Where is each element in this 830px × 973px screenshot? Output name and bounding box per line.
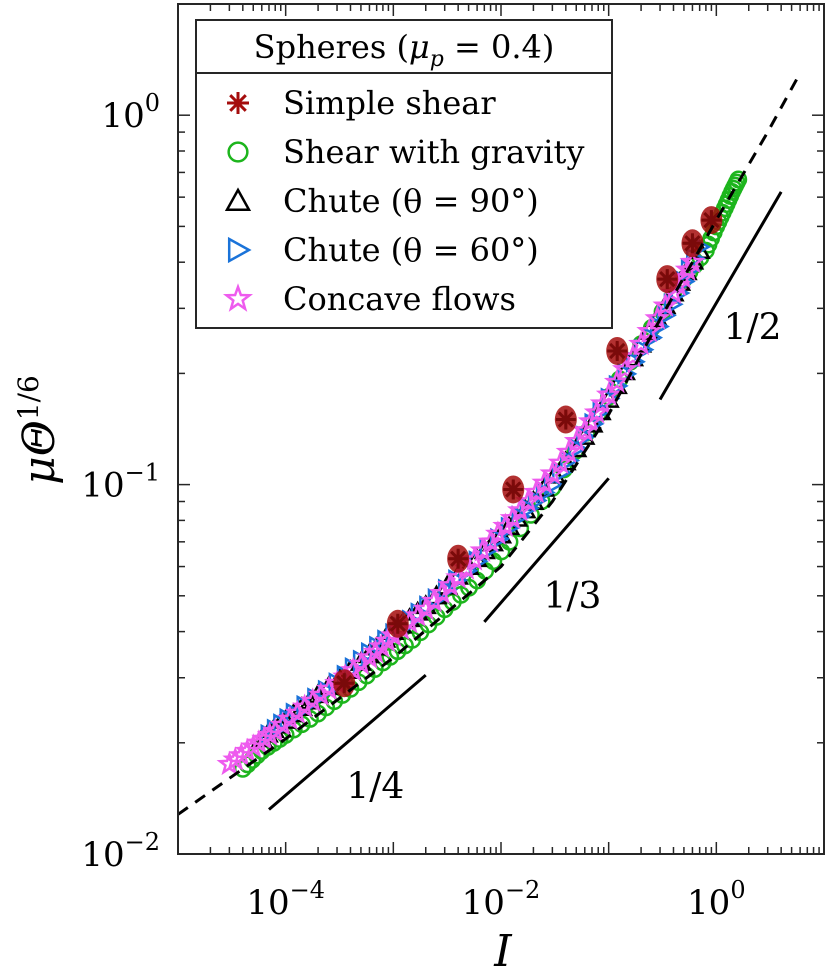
data-point bbox=[334, 673, 355, 694]
legend-title: Spheres (μp = 0.4) bbox=[254, 28, 555, 72]
slope-guide-line bbox=[268, 673, 427, 811]
data-point bbox=[539, 460, 566, 485]
data-point bbox=[503, 479, 524, 500]
legend-marker bbox=[227, 236, 252, 264]
slope-label: 1/3 bbox=[544, 576, 602, 617]
legend-entry: Simple shear bbox=[227, 84, 496, 122]
y-axis-label: μΘ1/6 bbox=[12, 375, 65, 485]
legend-marker bbox=[224, 187, 252, 212]
legend-label: Concave flows bbox=[283, 280, 516, 318]
slope-labels: 1/4 1/3 1/2 bbox=[346, 308, 781, 808]
plot-area bbox=[179, 72, 802, 816]
slope-guides bbox=[268, 191, 783, 811]
data-point bbox=[563, 427, 590, 453]
legend-box bbox=[195, 19, 613, 329]
x-axis-label: I bbox=[493, 926, 513, 973]
data-point bbox=[607, 340, 628, 361]
legend-entry: Chute (θ = 60°) bbox=[227, 231, 539, 269]
x-tick-label: 10−2 bbox=[462, 876, 541, 923]
legend-entries: Simple shear Shear with gravity Chute (θ =… bbox=[222, 84, 584, 318]
legend-label: Shear with gravity bbox=[283, 133, 584, 171]
data-point bbox=[679, 248, 706, 274]
tick-labels: 10−4 10−2 100 10−2 10−1 100 bbox=[81, 89, 745, 923]
y-axis-label-exponent: 1/6 bbox=[12, 375, 45, 420]
data-point bbox=[611, 355, 638, 381]
data-point bbox=[595, 381, 622, 406]
fit-curve-group bbox=[179, 72, 802, 816]
legend-marker bbox=[227, 92, 249, 114]
data-point bbox=[448, 548, 469, 569]
slope-label: 1/4 bbox=[346, 766, 404, 807]
data-point bbox=[547, 449, 574, 475]
y-tick-label: 10−1 bbox=[81, 459, 160, 506]
slope-label: 1/2 bbox=[724, 308, 782, 349]
data-point bbox=[729, 170, 748, 189]
y-tick-label: 10−2 bbox=[81, 828, 160, 875]
axis-ticks bbox=[177, 3, 825, 855]
legend-label: Chute (θ = 90°) bbox=[283, 182, 539, 220]
data-point bbox=[636, 317, 663, 343]
legend-label: Chute (θ = 60°) bbox=[283, 231, 539, 269]
data-point bbox=[291, 693, 318, 718]
data-point bbox=[479, 538, 500, 562]
svg-text:μΘ1/6: μΘ1/6 bbox=[12, 375, 65, 485]
data-point bbox=[387, 613, 408, 634]
fit-curve bbox=[179, 72, 802, 816]
data-point bbox=[307, 681, 334, 707]
x-tick-label: 100 bbox=[687, 876, 746, 923]
data-point bbox=[682, 233, 703, 254]
data-point bbox=[603, 368, 630, 394]
legend-entry: Chute (θ = 90°) bbox=[224, 182, 539, 220]
data-point bbox=[299, 687, 326, 713]
legend-marker bbox=[227, 141, 249, 163]
legend-label: Simple shear bbox=[283, 84, 496, 122]
data-point bbox=[701, 210, 722, 231]
y-tick-label: 100 bbox=[101, 89, 160, 136]
data-point bbox=[657, 269, 678, 290]
legend-entry: Shear with gravity bbox=[227, 133, 584, 171]
slope-guide-line bbox=[483, 477, 610, 623]
legend: Spheres (μp = 0.4) Simple shear Shear wit… bbox=[195, 19, 613, 329]
legend-entry: Concave flows bbox=[222, 280, 516, 318]
data-point bbox=[555, 438, 582, 464]
slope-guide-line bbox=[658, 191, 783, 401]
legend-marker bbox=[222, 283, 254, 312]
data-point bbox=[652, 292, 679, 317]
data-point bbox=[555, 409, 576, 430]
x-tick-label: 10−4 bbox=[246, 876, 325, 923]
